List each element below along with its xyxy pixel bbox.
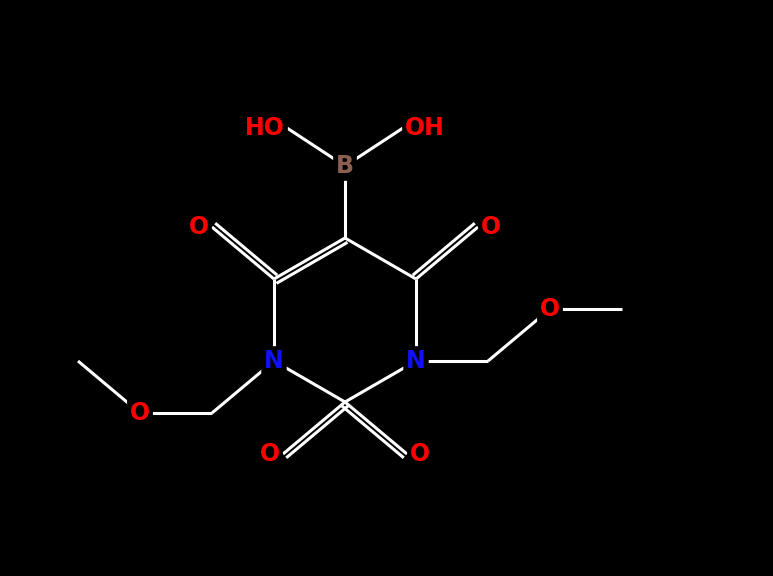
Text: B: B — [336, 154, 354, 178]
Text: O: O — [540, 297, 560, 321]
Text: O: O — [189, 215, 209, 239]
Text: O: O — [481, 215, 501, 239]
Text: N: N — [264, 349, 284, 373]
Text: O: O — [410, 442, 430, 466]
Text: O: O — [260, 442, 280, 466]
Text: O: O — [130, 401, 150, 425]
Text: OH: OH — [405, 116, 445, 140]
Text: N: N — [406, 349, 426, 373]
Text: HO: HO — [245, 116, 285, 140]
